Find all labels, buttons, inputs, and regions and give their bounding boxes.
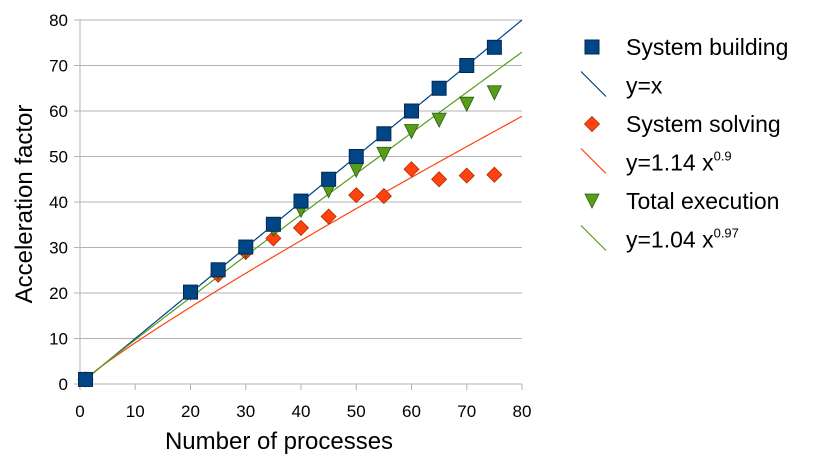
legend-label: System building xyxy=(626,34,788,60)
axes xyxy=(79,20,522,385)
legend-marker xyxy=(583,115,601,133)
legend-marker xyxy=(584,39,600,55)
data-point xyxy=(292,219,310,237)
x-tick-label: 40 xyxy=(292,402,311,421)
data-point xyxy=(459,96,475,113)
legend-label: y=1.14 x0.9 xyxy=(626,149,732,176)
data-point xyxy=(404,103,419,119)
y-tick-label: 70 xyxy=(49,57,68,76)
data-point xyxy=(238,239,254,255)
legend-label: System solving xyxy=(626,111,781,137)
legend-label-exponent: 0.97 xyxy=(714,226,739,241)
tick-labels: 0 10 20 30 40 50 60 70 80 0 10 20 30 40 50 60 70 80 xyxy=(49,11,531,421)
x-axis-title: Number of processes xyxy=(165,428,393,455)
fit-line xyxy=(85,115,523,380)
legend-label-text: System solving xyxy=(626,111,781,137)
legend-label-exponent: 0.9 xyxy=(714,149,732,164)
data-point xyxy=(459,58,475,73)
x-tick-label: 50 xyxy=(347,402,366,421)
data-points xyxy=(77,39,503,388)
data-point xyxy=(486,39,502,55)
data-point xyxy=(458,167,475,184)
data-point xyxy=(348,187,365,204)
legend: System building y=x System solving y=1.14 x… xyxy=(580,34,788,253)
legend-line xyxy=(580,148,607,174)
y-tick-label: 20 xyxy=(49,284,68,303)
data-point xyxy=(375,188,392,205)
x-tick-label: 10 xyxy=(126,402,145,421)
legend-label: y=1.04 x0.97 xyxy=(626,226,739,253)
x-tick-label: 60 xyxy=(402,402,421,421)
legend-label-text: Total execution xyxy=(626,188,779,214)
legend-label: Total execution xyxy=(626,188,779,214)
legend-label-text: y=1.04 x xyxy=(626,227,714,253)
y-tick-label: 60 xyxy=(49,102,68,121)
y-tick-label: 30 xyxy=(49,239,68,258)
data-point xyxy=(320,208,337,225)
data-point xyxy=(78,371,94,387)
x-tick-label: 80 xyxy=(513,402,532,421)
data-point xyxy=(431,80,447,96)
data-point xyxy=(348,149,364,164)
data-point xyxy=(183,284,198,300)
data-point xyxy=(376,126,392,142)
data-point xyxy=(293,193,309,209)
fit-line xyxy=(85,51,523,380)
data-point xyxy=(486,166,503,183)
legend-label-text: System building xyxy=(626,34,788,60)
y-axis-title: Acceleration factor xyxy=(11,105,38,304)
y-tick-label: 40 xyxy=(49,193,68,212)
legend-line xyxy=(580,225,607,251)
legend-label: y=x xyxy=(626,73,663,99)
data-point xyxy=(376,146,392,163)
x-tick-label: 70 xyxy=(457,402,476,421)
y-tick-label: 80 xyxy=(49,11,68,30)
data-point xyxy=(403,161,420,178)
data-point xyxy=(321,171,337,187)
data-point xyxy=(265,216,281,232)
legend-label-text: y=x xyxy=(626,73,663,99)
data-point xyxy=(431,112,447,128)
y-tick-label: 50 xyxy=(49,148,68,167)
legend-marker xyxy=(584,193,600,209)
legend-line xyxy=(580,71,607,97)
y-tick-label: 0 xyxy=(59,375,68,394)
x-tick-label: 30 xyxy=(236,402,255,421)
x-tick-label: 0 xyxy=(75,402,84,421)
data-point xyxy=(210,262,226,278)
x-tick-label: 20 xyxy=(181,402,200,421)
data-point xyxy=(431,171,448,188)
data-point xyxy=(486,85,503,101)
data-point xyxy=(403,124,420,140)
legend-label-text: y=1.14 x xyxy=(626,150,714,176)
y-tick-label: 10 xyxy=(49,330,68,349)
data-point xyxy=(265,230,282,247)
